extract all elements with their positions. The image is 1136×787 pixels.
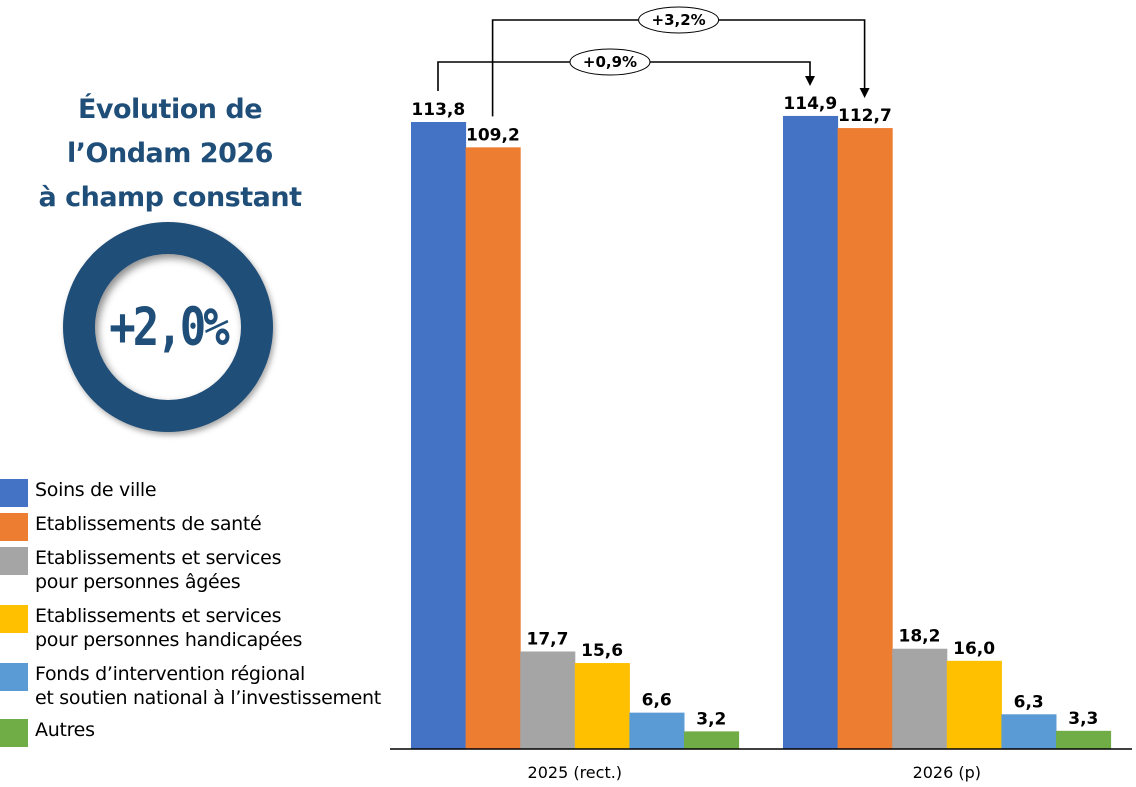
data-label: 6,3 <box>1014 692 1044 712</box>
growth-ring-center: +2,0% <box>95 254 241 400</box>
legend-label-line: pour personnes handicapées <box>35 629 303 651</box>
legend-label-line: Etablissements et services <box>35 605 282 627</box>
legend-label-line: Etablissements et services <box>35 547 282 569</box>
change-badge <box>569 48 651 76</box>
title-line-3: à champ constant <box>38 182 302 213</box>
title-line-2: l’Ondam 2026 <box>67 138 273 169</box>
legend-label: Soins de ville <box>35 478 157 502</box>
bar <box>574 663 630 749</box>
bar <box>783 115 839 749</box>
legend-swatch <box>0 513 28 541</box>
legend-label: Fonds d’intervention régional et soutien … <box>35 662 381 710</box>
legend-label-line: Soins de ville <box>35 479 157 501</box>
bar <box>946 660 1002 749</box>
legend-item: Etablissements et services pour personnes… <box>0 604 302 652</box>
legend-item: Autres <box>0 718 95 747</box>
bar <box>411 122 467 749</box>
legend-label: Etablissements et services pour personnes… <box>35 604 302 652</box>
bar <box>1056 730 1112 749</box>
legend-item: Soins de ville <box>0 478 157 507</box>
legend-swatch <box>0 479 28 507</box>
bar <box>892 648 948 749</box>
bar <box>837 128 893 749</box>
legend-swatch <box>0 663 28 691</box>
x-tick-label: 2026 (p) <box>913 763 981 782</box>
legend-swatch <box>0 547 28 575</box>
data-label: 114,9 <box>783 94 837 114</box>
arrow-head-icon <box>859 88 870 99</box>
legend-item: Fonds d’intervention régional et soutien … <box>0 662 381 710</box>
data-label: 113,8 <box>411 100 465 120</box>
change-label: +3,2% <box>652 11 706 29</box>
change-label: +0,9% <box>583 53 637 71</box>
legend-swatch <box>0 719 28 747</box>
legend-label-line: Autres <box>35 719 95 741</box>
legend-label-line: Fonds d’intervention régional <box>35 663 306 685</box>
legend-label-line: Etablissements de santé <box>35 513 262 535</box>
growth-ring: +2,0% <box>63 222 273 432</box>
bar <box>465 147 521 749</box>
data-label: 109,2 <box>466 125 520 145</box>
data-label: 3,2 <box>696 709 726 729</box>
legend-label-line: pour personnes âgées <box>35 571 241 593</box>
title-line-1: Évolution de <box>77 94 263 125</box>
change-badge <box>638 6 720 34</box>
legend-label-line: et soutien national à l’investissement <box>35 687 381 709</box>
x-tick-label: 2025 (rect.) <box>528 763 623 782</box>
bar <box>1001 714 1057 749</box>
legend-swatch <box>0 605 28 633</box>
panel-title: Évolution de l’Ondam 2026 à champ consta… <box>20 88 320 220</box>
data-label: 3,3 <box>1068 709 1098 729</box>
legend-label: Etablissements de santé <box>35 512 262 536</box>
legend-item: Etablissements de santé <box>0 512 262 541</box>
data-label: 17,7 <box>527 629 569 649</box>
bar <box>520 651 576 749</box>
data-label: 18,2 <box>899 627 941 647</box>
data-label: 6,6 <box>642 691 672 711</box>
data-label: 112,7 <box>838 106 892 126</box>
data-label: 16,0 <box>953 639 995 659</box>
arrow-head-icon <box>805 75 815 86</box>
bar <box>684 731 740 749</box>
legend-label: Autres <box>35 718 95 742</box>
data-label: 15,6 <box>581 641 623 661</box>
legend-item: Etablissements et services pour personnes… <box>0 546 281 594</box>
legend-label: Etablissements et services pour personnes… <box>35 546 281 594</box>
bar <box>629 712 685 749</box>
overall-growth-value: +2,0% <box>109 296 229 358</box>
